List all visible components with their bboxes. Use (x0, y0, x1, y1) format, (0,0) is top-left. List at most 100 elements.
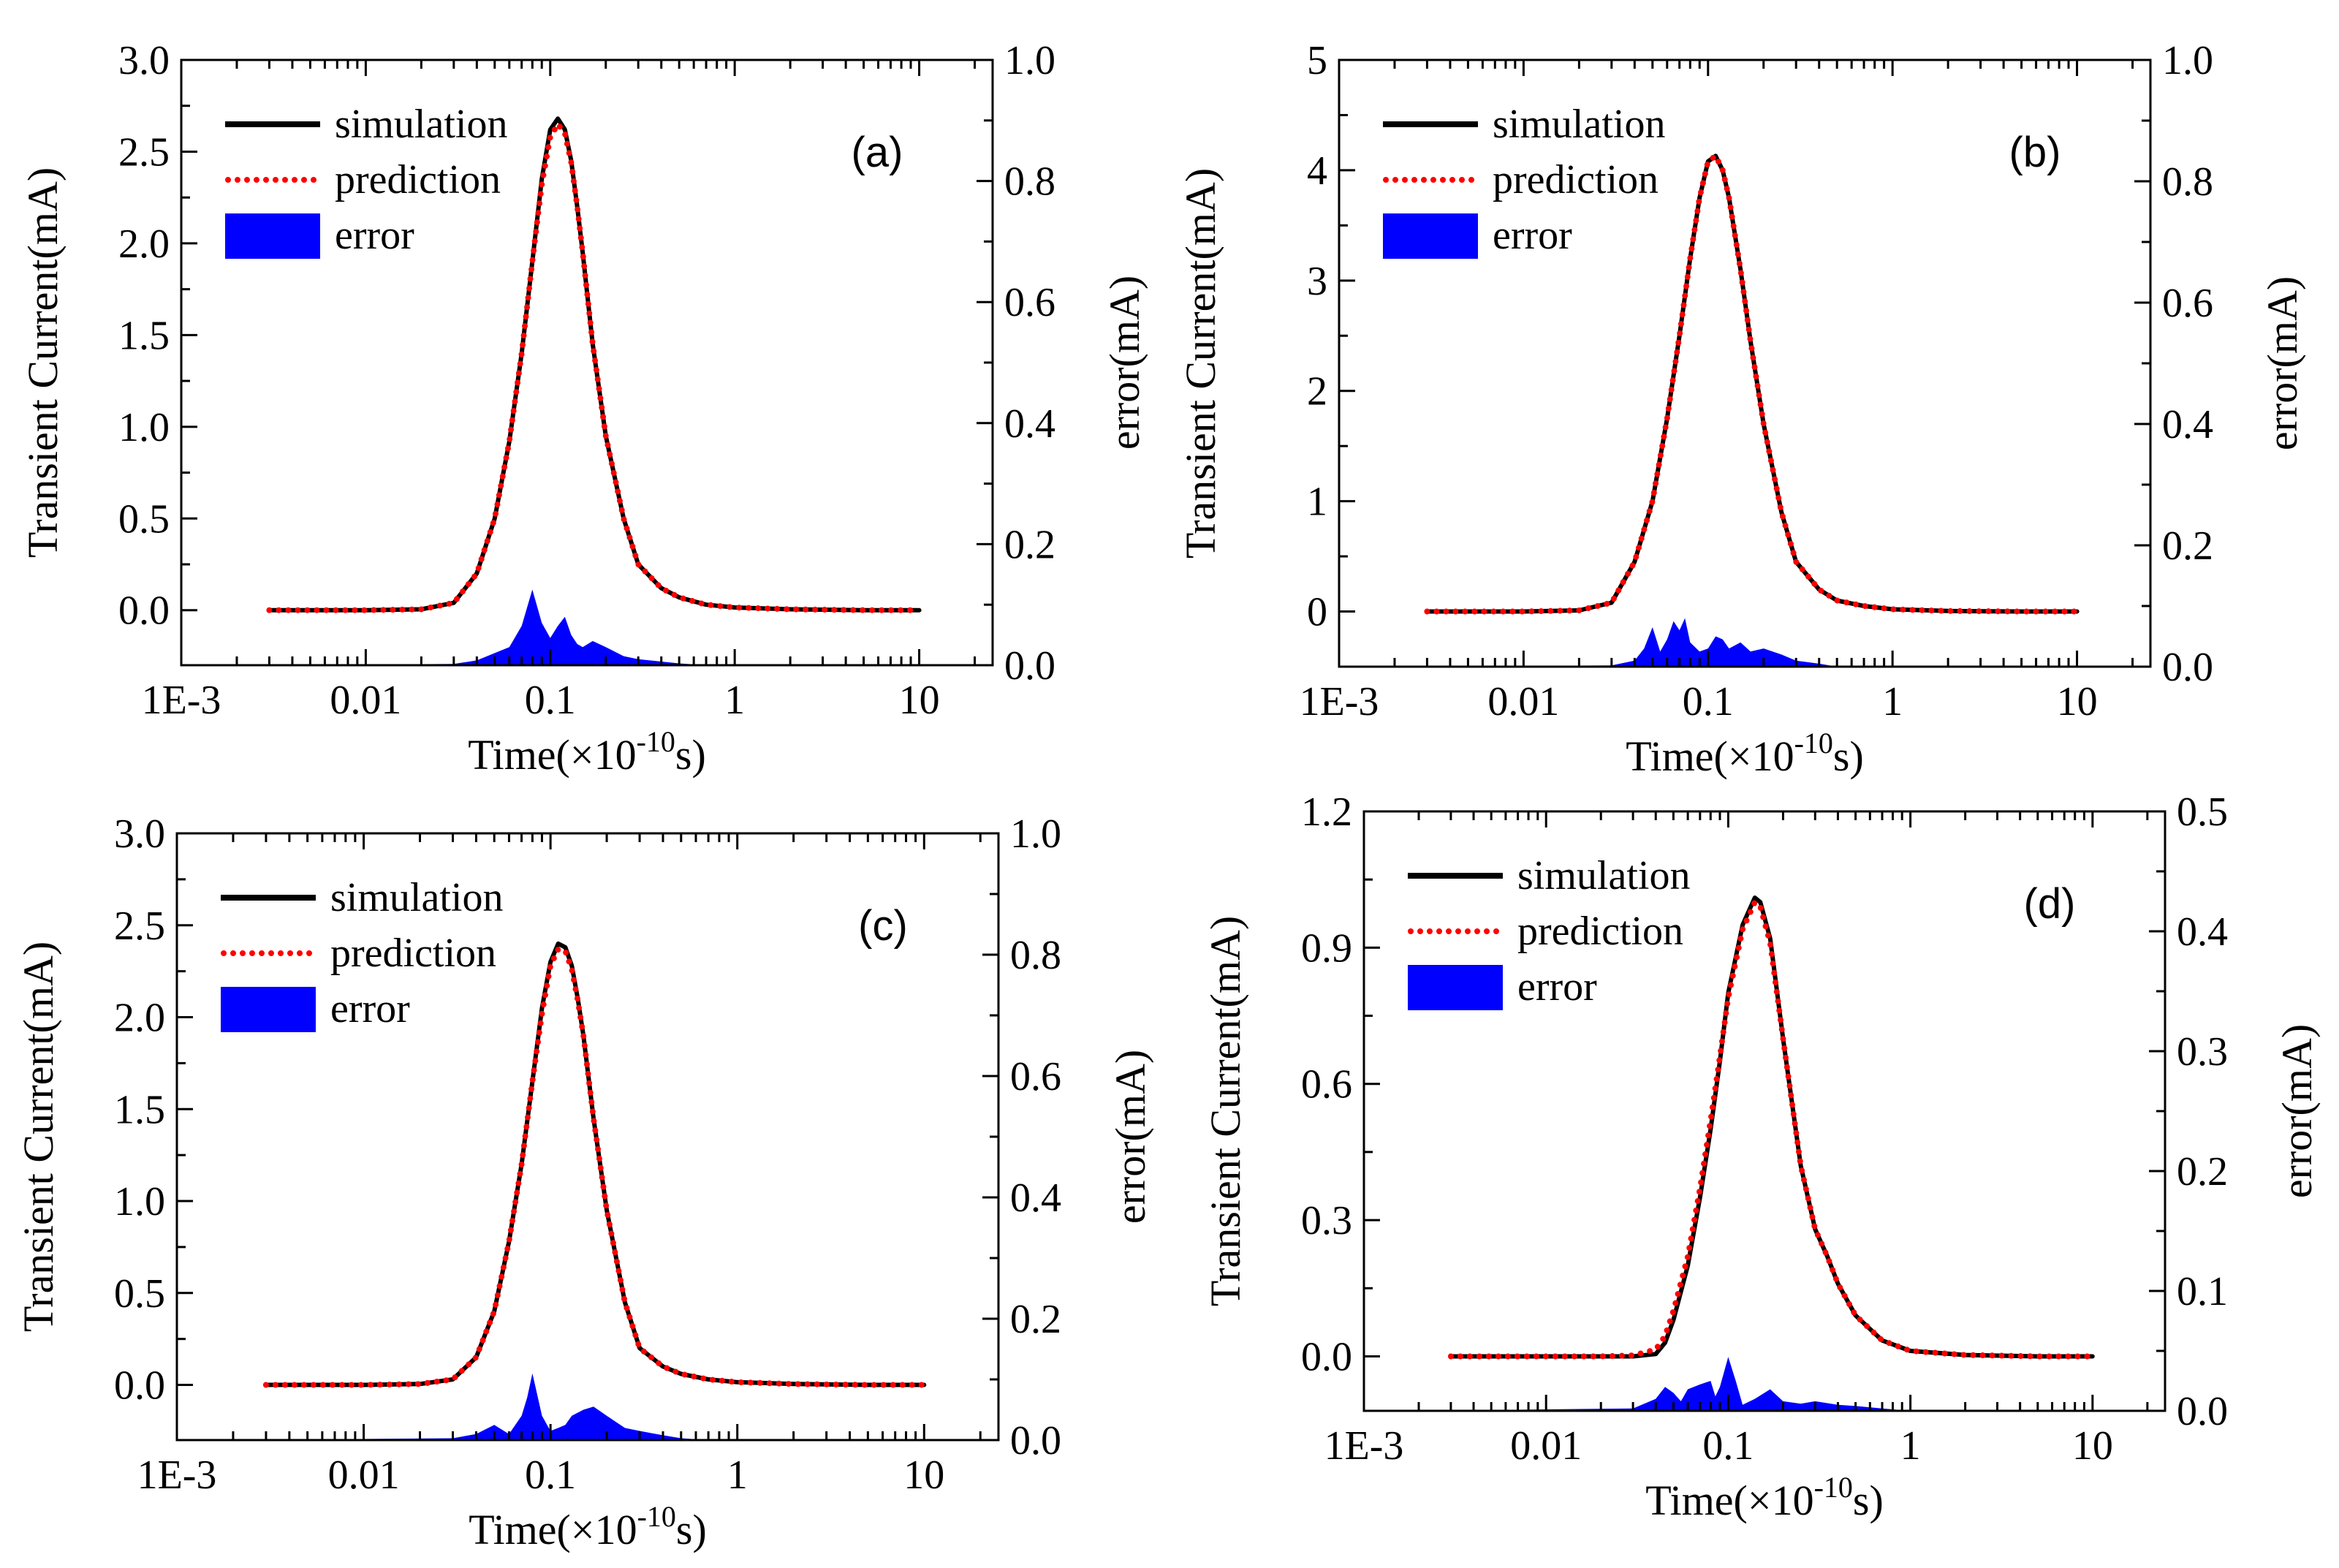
y-tick-label: 0.0 (118, 588, 170, 634)
y-right-tick-label: 0.0 (1010, 1418, 1061, 1463)
y-right-tick-label: 0.6 (2162, 281, 2213, 326)
chart-panel-c: 1E-3 0.01 0.1 1 10 0.0 0.5 1.0 1.5 2.0 2.5 3.0 0.0 0.… (15, 811, 1154, 1553)
x-tick-label: 1E-3 (142, 678, 221, 723)
y-tick-label: 1.2 (1301, 789, 1352, 835)
y-right-tick-label: 1.0 (2162, 38, 2213, 83)
legend-label-prediction: prediction (330, 931, 496, 976)
y-right-tick-label: 0.6 (1010, 1054, 1061, 1099)
chart-panel-b: 1E-3 0.01 0.1 1 10 0 1 2 3 4 5 0.0 0.2 0.4 0.6 0.8 1.0 Ti… (1177, 38, 2306, 780)
x-tick-label: 0.01 (330, 678, 401, 723)
y-right-tick-label: 0.2 (2162, 523, 2213, 569)
y-right-tick-label: 0.4 (2162, 402, 2213, 447)
y-right-tick-label: 0.8 (1004, 159, 1055, 205)
panel-label: (b) (2009, 129, 2061, 176)
x-axis-label-exponent: -10 (1814, 1471, 1853, 1504)
x-axis-label-exponent: -10 (637, 725, 675, 758)
x-tick-label: 10 (903, 1453, 944, 1498)
x-axis-label-main: Time(×10 (1645, 1477, 1813, 1524)
legend-label-simulation: simulation (1517, 853, 1690, 898)
series-error-area (1419, 1357, 1911, 1411)
y-right-tick-label: 0.2 (1010, 1297, 1061, 1342)
x-axis-label-unit: s) (676, 1506, 707, 1553)
series-prediction-line (266, 121, 922, 613)
x-tick-label: 0.01 (328, 1453, 400, 1498)
y-axis-right-label: error(mA) (2273, 1024, 2321, 1198)
y-right-tick-label: 0.4 (2177, 909, 2228, 955)
y-tick-label: 0.5 (118, 496, 170, 542)
x-tick-label: 0.1 (1683, 679, 1734, 724)
panel-label: (d) (2024, 880, 2076, 928)
y-right-tick-label: 0.3 (2177, 1029, 2228, 1075)
y-right-tick-label: 0.6 (1004, 280, 1055, 325)
y-right-tick-label: 0.0 (1004, 643, 1055, 689)
y-right-tick-label: 1.0 (1004, 38, 1055, 83)
x-axis-label-exponent: -10 (1794, 727, 1833, 760)
legend-label-simulation: simulation (1493, 102, 1665, 147)
x-axis-label: Time(×10-10s) (1645, 1471, 1884, 1524)
legend-label-simulation: simulation (330, 875, 503, 920)
x-tick-label: 0.1 (1702, 1423, 1754, 1469)
plot-data (1395, 153, 2080, 667)
series-prediction-line (1447, 899, 2096, 1360)
y-right-tick-label: 0.8 (2162, 159, 2213, 205)
series-error-area (232, 1373, 709, 1440)
legend-label-error: error (1517, 964, 1597, 1010)
y-tick-label: 1.5 (118, 313, 170, 358)
plot-data (232, 941, 928, 1440)
x-axis-label-unit: s) (675, 731, 706, 779)
legend-swatch-error (225, 213, 320, 259)
x-axis-label-main: Time(×10 (1626, 732, 1794, 780)
y-tick-label: 0.3 (1301, 1198, 1352, 1243)
plot-data (237, 116, 922, 665)
y-tick-label: 5 (1307, 38, 1327, 83)
x-tick-label: 1E-3 (1300, 679, 1379, 724)
chart-panel-a: 1E-3 0.01 0.1 1 10 0.0 0.5 1.0 1.5 2.0 2.5 3.0 0.0 0.… (19, 38, 1148, 779)
y-axis-label: Transient Current(mA) (15, 942, 62, 1332)
chart-panel-d: 1E-3 0.01 0.1 1 10 0.0 0.3 0.6 0.9 1.2 0.0 0.1 0.2 0.… (1202, 789, 2321, 1524)
y-tick-label: 1.5 (114, 1087, 165, 1132)
y-tick-label: 0.0 (1301, 1334, 1352, 1379)
legend-label-prediction: prediction (1493, 157, 1658, 202)
x-tick-label: 1 (724, 678, 745, 723)
y-right-tick-label: 0.4 (1010, 1175, 1061, 1221)
x-tick-label: 10 (2072, 1423, 2113, 1469)
x-axis-label-unit: s) (1833, 732, 1864, 780)
x-tick-label: 1E-3 (1324, 1423, 1404, 1469)
y-right-tick-label: 0.0 (2177, 1389, 2228, 1434)
y-axis-label: Transient Current(mA) (1202, 916, 1249, 1306)
legend-label-error: error (1493, 213, 1572, 258)
y-tick-label: 2.5 (118, 129, 170, 175)
y-tick-label: 2.0 (118, 221, 170, 267)
legend-label-prediction: prediction (335, 157, 501, 202)
x-axis-label-exponent: -10 (637, 1500, 676, 1533)
y-right-tick-label: 0.8 (1010, 933, 1061, 978)
y-tick-label: 0.5 (114, 1271, 165, 1317)
series-error-area (1395, 618, 1838, 667)
y-axis-right-label: error(mA) (2259, 276, 2306, 450)
legend-label-simulation: simulation (335, 102, 507, 147)
x-tick-label: 1 (1900, 1423, 1921, 1469)
x-tick-label: 0.1 (525, 678, 576, 723)
x-axis-label-main: Time(×10 (468, 731, 636, 779)
x-tick-label: 0.1 (525, 1453, 576, 1498)
x-tick-label: 1 (1882, 679, 1903, 724)
y-tick-label: 0.9 (1301, 925, 1352, 971)
y-right-tick-label: 0.5 (2177, 789, 2228, 835)
legend-label-prediction: prediction (1517, 909, 1683, 954)
y-right-tick-label: 1.0 (1010, 811, 1061, 857)
y-tick-label: 1.0 (114, 1179, 165, 1224)
y-axis-right-label: error(mA) (1101, 276, 1148, 450)
y-right-tick-label: 0.0 (2162, 645, 2213, 690)
x-tick-label: 0.01 (1510, 1423, 1582, 1469)
y-tick-label: 2 (1307, 369, 1327, 414)
y-axis-right-label: error(mA) (1107, 1050, 1154, 1224)
legend-label-error: error (335, 213, 414, 258)
y-tick-label: 0.0 (114, 1363, 165, 1409)
y-tick-label: 3.0 (114, 811, 165, 857)
y-right-tick-label: 0.1 (2177, 1269, 2228, 1314)
x-axis-label-main: Time(×10 (469, 1506, 637, 1553)
legend-swatch-error (1383, 213, 1478, 259)
panel-label: (c) (858, 902, 908, 950)
x-tick-label: 0.01 (1487, 679, 1559, 724)
y-tick-label: 1 (1307, 480, 1327, 525)
